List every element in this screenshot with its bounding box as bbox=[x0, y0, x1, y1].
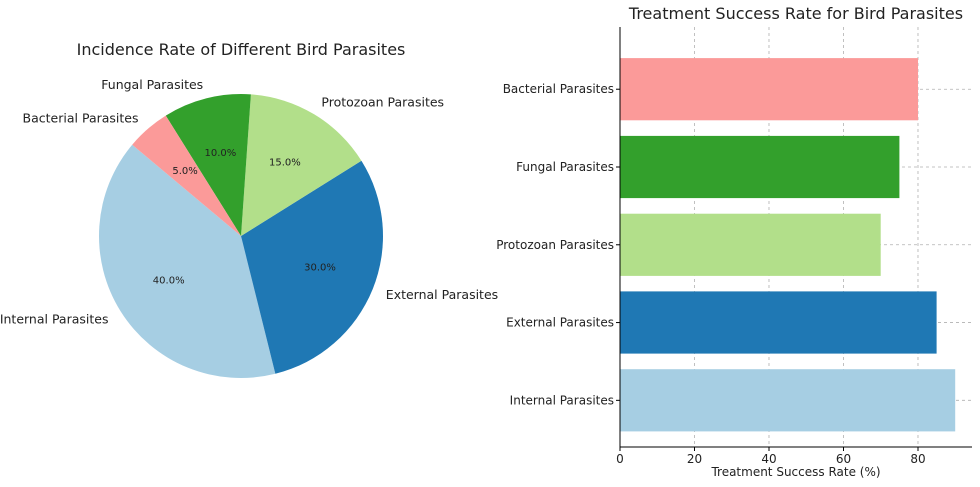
pie-value-protozoan-parasites: 15.0% bbox=[269, 158, 301, 169]
pie-value-bacterial-parasites: 5.0% bbox=[172, 166, 197, 177]
y-tick-label-fungal-parasites: Fungal Parasites bbox=[516, 160, 614, 174]
bar-x-axis-label: Treatment Success Rate (%) bbox=[710, 465, 880, 479]
pie-slice-bacterial-parasites bbox=[132, 115, 241, 236]
x-tick-label-80: 80 bbox=[910, 452, 925, 466]
bar-title: Treatment Success Rate for Bird Parasite… bbox=[628, 4, 963, 23]
bar-marks bbox=[620, 58, 956, 432]
y-tick-label-internal-parasites: Internal Parasites bbox=[510, 393, 614, 407]
bar-bacterial-parasites bbox=[620, 58, 918, 121]
pie-slices bbox=[98, 94, 383, 378]
pie-value-fungal-parasites: 10.0% bbox=[205, 148, 237, 159]
pie-slice-external-parasites bbox=[241, 160, 383, 374]
pie-label-internal-parasites: Internal Parasites bbox=[0, 311, 109, 326]
pie-slice-internal-parasites bbox=[98, 144, 276, 378]
bar-chart: Treatment Success Rate for Bird Parasite… bbox=[496, 4, 972, 479]
pie-label-fungal-parasites: Fungal Parasites bbox=[101, 77, 203, 92]
bar-fungal-parasites bbox=[620, 135, 900, 199]
pie-slice-fungal-parasites bbox=[165, 94, 251, 236]
y-tick-label-external-parasites: External Parasites bbox=[506, 316, 614, 330]
pie-label-external-parasites: External Parasites bbox=[386, 287, 498, 302]
x-tick-label-0: 0 bbox=[616, 452, 624, 466]
pie-chart: Incidence Rate of Different Bird Parasit… bbox=[0, 40, 498, 378]
x-tick-label-20: 20 bbox=[687, 452, 702, 466]
pie-title: Incidence Rate of Different Bird Parasit… bbox=[77, 40, 406, 59]
bar-external-parasites bbox=[620, 291, 937, 354]
pie-labels: Internal Parasites 40.0% External Parasite… bbox=[0, 77, 498, 326]
x-tick-label-40: 40 bbox=[761, 452, 776, 466]
pie-label-bacterial-parasites: Bacterial Parasites bbox=[23, 111, 139, 126]
x-tick-label-60: 60 bbox=[836, 452, 851, 466]
pie-value-external-parasites: 30.0% bbox=[304, 262, 336, 273]
bar-axes: 0 20 40 60 80 Internal Parasites External Para… bbox=[496, 27, 972, 466]
bar-internal-parasites bbox=[620, 369, 956, 432]
pie-value-internal-parasites: 40.0% bbox=[153, 276, 185, 287]
y-tick-label-protozoan-parasites: Protozoan Parasites bbox=[496, 238, 614, 252]
pie-label-protozoan-parasites: Protozoan Parasites bbox=[321, 95, 444, 110]
pie-slice-protozoan-parasites bbox=[241, 94, 362, 236]
bar-protozoan-parasites bbox=[620, 213, 881, 276]
y-tick-label-bacterial-parasites: Bacterial Parasites bbox=[503, 82, 614, 96]
